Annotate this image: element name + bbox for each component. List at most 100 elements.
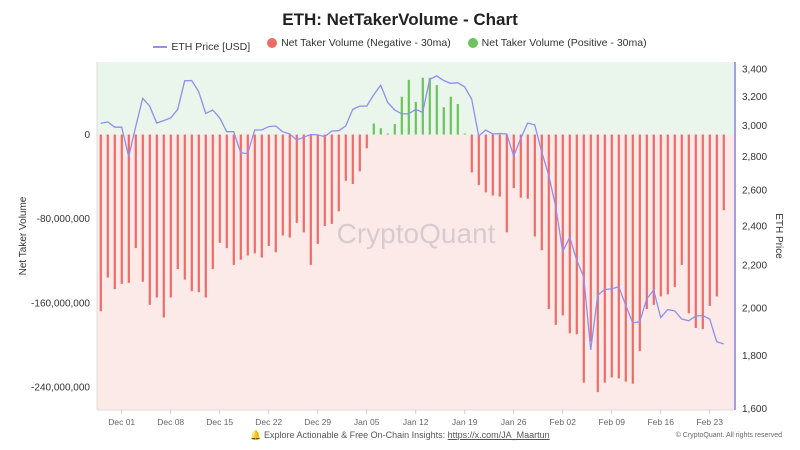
right-tick-label: 2,200 xyxy=(742,261,767,272)
volume-bar xyxy=(316,134,319,244)
volume-bar xyxy=(260,134,263,258)
right-tick-label: 2,800 xyxy=(742,152,767,163)
volume-bar xyxy=(603,134,606,383)
volume-bar xyxy=(344,134,347,181)
left-tick-label: -160,000,000 xyxy=(31,298,90,309)
footer-link[interactable]: https://x.com/JA_Maartun xyxy=(447,430,550,440)
legend-label: Net Taker Volume (Negative - 30ma) xyxy=(281,37,451,49)
volume-bar xyxy=(596,134,599,393)
right-tick-label: 3,400 xyxy=(742,64,767,75)
volume-bar xyxy=(645,134,648,310)
volume-bar xyxy=(463,133,466,135)
volume-bar xyxy=(148,134,151,305)
volume-bar xyxy=(659,134,662,297)
negative-region xyxy=(97,134,735,410)
volume-bar xyxy=(281,134,284,236)
volume-bar xyxy=(631,134,634,384)
x-tick-label: Dec 08 xyxy=(157,417,184,427)
volume-bar xyxy=(141,134,144,282)
volume-bar xyxy=(666,134,669,295)
volume-bar xyxy=(589,134,592,342)
volume-bar xyxy=(127,134,130,283)
volume-bar xyxy=(99,134,102,312)
volume-bar xyxy=(211,134,214,270)
volume-bar xyxy=(134,134,137,249)
volume-bar xyxy=(610,134,613,378)
volume-bar xyxy=(652,134,655,305)
volume-bar xyxy=(722,134,725,211)
volume-bar xyxy=(547,134,550,310)
volume-bar xyxy=(708,134,711,306)
right-tick-label: 1,800 xyxy=(742,351,767,362)
legend-item-negative[interactable]: Net Taker Volume (Negative - 30ma) xyxy=(267,37,451,49)
volume-bar xyxy=(561,134,564,316)
volume-bar xyxy=(120,134,123,284)
x-tick-label: Jan 26 xyxy=(501,417,527,427)
volume-bar xyxy=(246,134,249,256)
right-axis-title: ETH Price xyxy=(773,213,784,259)
left-tick-label: -240,000,000 xyxy=(31,382,90,393)
volume-bar xyxy=(407,79,410,135)
volume-bar xyxy=(568,134,571,334)
volume-bar xyxy=(680,134,683,265)
right-tick-label: 2,600 xyxy=(742,185,767,196)
footer-text: Explore Actionable & Free On-Chain Insig… xyxy=(264,430,448,440)
volume-bar xyxy=(477,134,480,186)
red-dot-icon xyxy=(267,38,278,48)
volume-bar xyxy=(701,134,704,330)
x-tick-label: Jan 19 xyxy=(452,417,478,427)
volume-bar xyxy=(197,134,200,293)
x-tick-label: Dec 01 xyxy=(108,417,135,427)
left-tick-label: 0 xyxy=(84,130,90,141)
volume-bar xyxy=(365,134,368,149)
volume-bar xyxy=(694,134,697,328)
volume-bar xyxy=(435,85,438,135)
volume-bar xyxy=(414,101,417,135)
volume-bar xyxy=(386,133,389,135)
volume-bar xyxy=(393,124,396,135)
x-tick-label: Jan 05 xyxy=(354,417,380,427)
volume-bar xyxy=(309,134,312,265)
legend-item-price[interactable]: ETH Price [USD] xyxy=(153,41,250,53)
volume-bar xyxy=(113,134,116,290)
volume-bar xyxy=(274,134,277,253)
volume-bar xyxy=(484,134,487,193)
line-swatch-icon xyxy=(153,46,168,48)
x-tick-label: Dec 15 xyxy=(206,417,233,427)
bell-icon: 🔔 xyxy=(250,430,262,440)
volume-bar xyxy=(715,134,718,297)
volume-bar xyxy=(295,134,298,223)
volume-bar xyxy=(288,134,291,238)
volume-bar xyxy=(267,134,270,246)
volume-bar xyxy=(218,134,221,243)
volume-bar xyxy=(449,96,452,135)
volume-bar xyxy=(456,104,459,135)
volume-bar xyxy=(470,134,473,173)
volume-bar xyxy=(533,134,536,237)
volume-bar xyxy=(239,134,242,260)
volume-bar xyxy=(638,134,641,352)
legend-label: Net Taker Volume (Positive - 30ma) xyxy=(481,37,647,49)
green-dot-icon xyxy=(467,38,478,48)
volume-bar xyxy=(442,107,445,135)
volume-bar xyxy=(526,134,529,199)
x-tick-label: Feb 16 xyxy=(647,417,674,427)
watermark: CryptoQuant xyxy=(337,218,496,249)
chart-title: ETH: NetTakerVolume - Chart xyxy=(282,10,518,29)
legend: ETH Price [USD] Net Taker Volume (Negati… xyxy=(0,37,800,53)
volume-bar xyxy=(232,134,235,265)
volume-bar xyxy=(400,96,403,135)
volume-bar xyxy=(540,134,543,251)
x-tick-label: Dec 29 xyxy=(304,417,331,427)
copyright: © CryptoQuant. All rights reserved xyxy=(675,432,782,439)
right-tick-label: 2,000 xyxy=(742,304,767,315)
volume-bar xyxy=(421,77,424,135)
volume-bar xyxy=(575,134,578,335)
volume-bar xyxy=(582,134,585,383)
volume-bar xyxy=(302,134,305,233)
volume-bar xyxy=(687,134,690,314)
x-tick-label: Feb 23 xyxy=(696,417,723,427)
legend-item-positive[interactable]: Net Taker Volume (Positive - 30ma) xyxy=(467,37,647,49)
volume-bar xyxy=(183,134,186,280)
